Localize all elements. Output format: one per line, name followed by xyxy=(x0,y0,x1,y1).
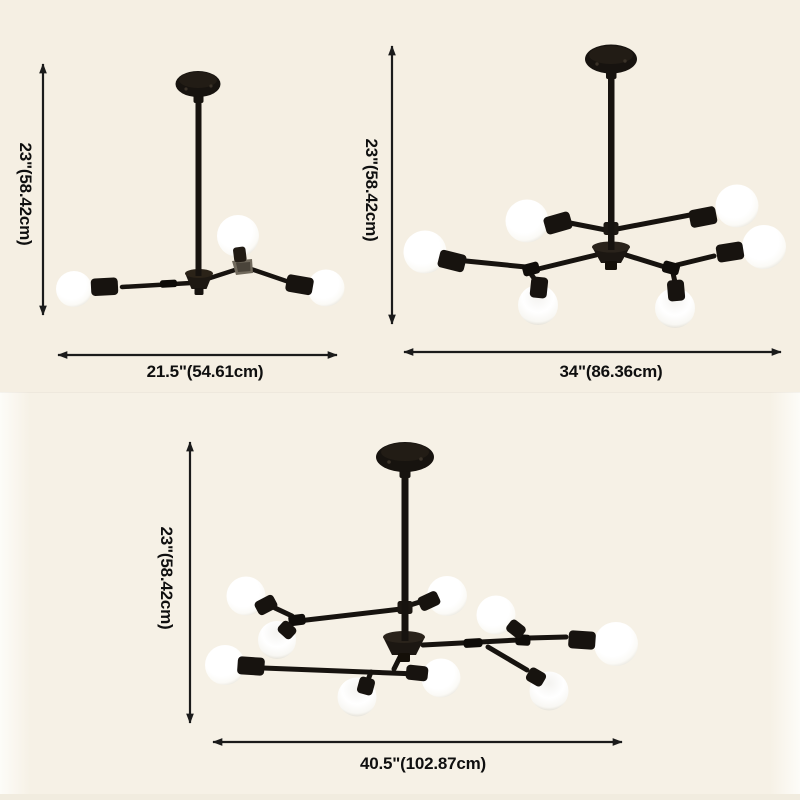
canopy-6-light xyxy=(585,44,637,74)
stem-3-light xyxy=(193,94,204,276)
elbow-joint xyxy=(521,261,541,277)
height-dimension-label-9-light: 23"(58.42cm) xyxy=(157,526,176,630)
stem-9-light xyxy=(399,469,411,641)
chandelier-9-light xyxy=(205,442,638,717)
bottom-edge-strip xyxy=(0,794,800,800)
elbow-joint xyxy=(661,260,681,276)
bulbs-9-light xyxy=(205,576,638,717)
arm-sleeve xyxy=(159,279,178,288)
elbow-joint xyxy=(288,613,306,627)
dimension-arrows xyxy=(39,45,782,746)
canopy-3-light xyxy=(175,71,221,97)
chandelier-3-light xyxy=(56,71,345,307)
bulbs-3-light xyxy=(56,215,345,307)
width-dimension-label-9-light: 40.5"(102.87cm) xyxy=(359,754,487,773)
width-dimension-label-3-light: 21.5"(54.61cm) xyxy=(146,362,264,381)
height-dimension-label-3-light: 23"(58.42cm) xyxy=(16,142,35,246)
height-dimension-label-6-light: 23"(58.42cm) xyxy=(362,138,381,242)
canopy-9-light xyxy=(376,442,434,472)
top-photos-background xyxy=(0,0,800,392)
arms-6-light xyxy=(463,212,717,290)
width-dimension-label-6-light: 34"(86.36cm) xyxy=(559,362,663,381)
arm-sleeve xyxy=(463,638,483,648)
bulbs-6-light xyxy=(403,184,786,328)
chandelier-6-light xyxy=(403,44,786,328)
